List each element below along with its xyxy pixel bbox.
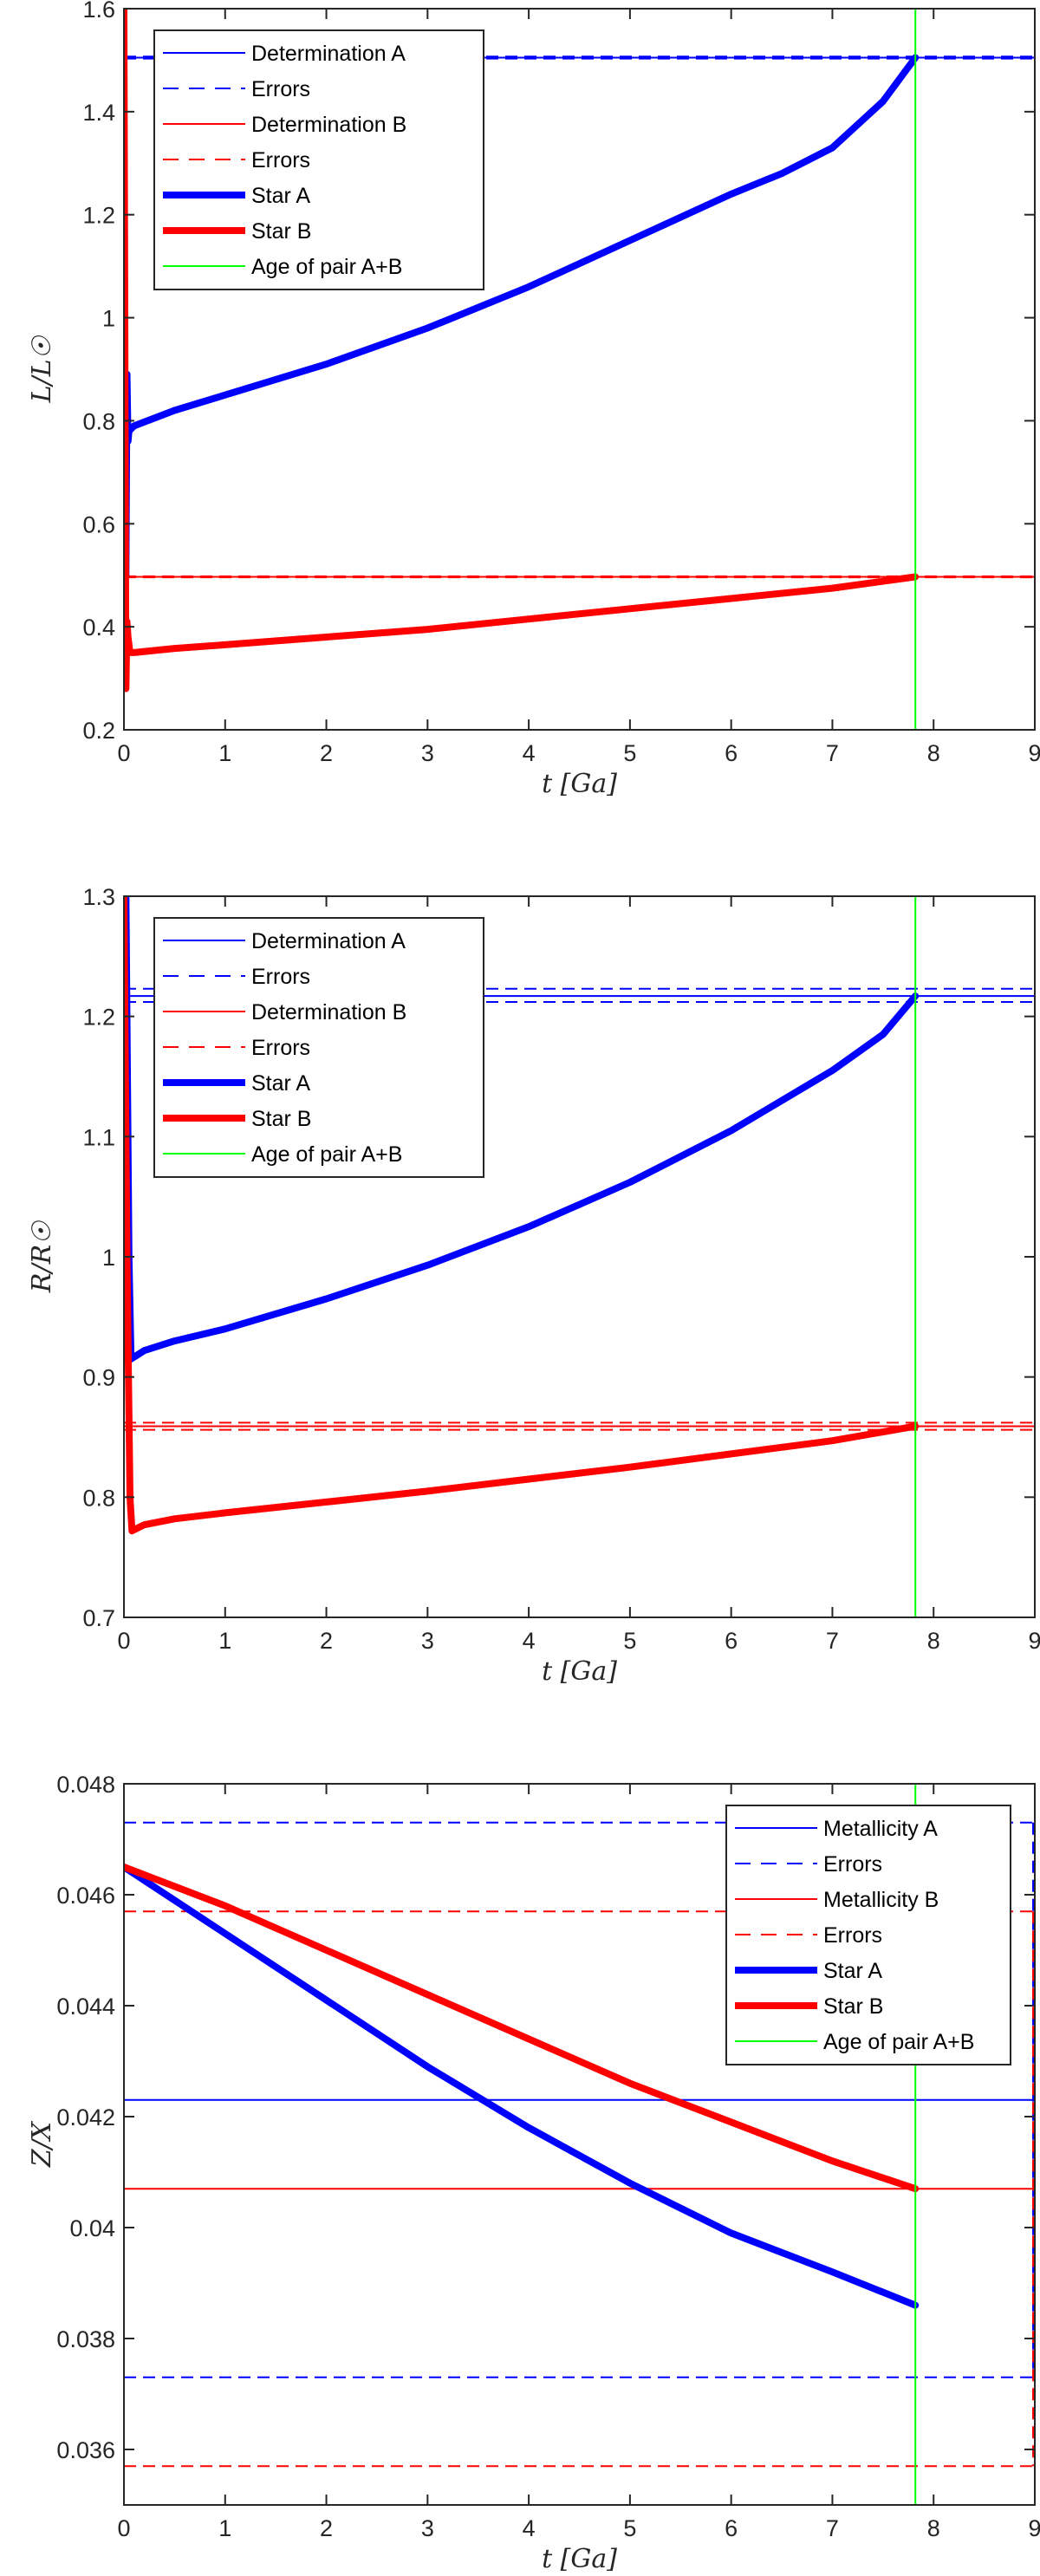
y-tick-label: 1.4 (82, 100, 115, 126)
x-tick-label: 3 (421, 740, 434, 766)
series-star-b-curve (124, 896, 920, 1535)
y-tick-label: 1.6 (82, 0, 115, 23)
x-tick-label: 7 (826, 2515, 839, 2541)
x-tick-label: 2 (320, 2515, 333, 2541)
y-tick-label: 0.6 (82, 511, 115, 537)
x-tick-label: 6 (725, 740, 738, 766)
x-tick-label: 3 (421, 2515, 434, 2541)
y-axis-label: R/R☉ (27, 1220, 57, 1293)
y-tick-label: 1 (102, 1245, 115, 1271)
legend-entry: Errors (251, 965, 310, 989)
legend-entry: Star B (823, 1994, 883, 2019)
x-axis-label: t [Ga] (542, 1656, 617, 1687)
legend-entry: Errors (251, 148, 310, 172)
axes-box (123, 8, 1036, 731)
y-tick-label: 0.04 (69, 2215, 115, 2241)
x-axis-label: t [Ga] (542, 2544, 617, 2574)
plot-area (124, 896, 1035, 1617)
legend-entry: Errors (251, 1036, 310, 1060)
x-tick-label: 9 (1028, 740, 1040, 766)
x-tick-label: 7 (826, 740, 839, 766)
legend-entry: Age of pair A+B (251, 255, 402, 279)
x-tick-label: 1 (218, 2515, 231, 2541)
x-tick-label: 8 (927, 1628, 940, 1654)
x-tick-label: 7 (826, 1628, 839, 1654)
x-tick-label: 4 (523, 2515, 536, 2541)
chart-panel-3: 0 1 2 3 4 5 6 7 8 9 0.036 0.038 0.04 0.042 0.044 0.046 0… (27, 1772, 1040, 2574)
series-star-b-curve (124, 9, 920, 693)
legend: Determination A Errors Determination B Erro… (153, 29, 484, 290)
x-tick-label: 4 (523, 740, 536, 766)
x-tick-label: 5 (623, 2515, 636, 2541)
x-tick-label: 9 (1028, 2515, 1040, 2541)
legend-entry: Age of pair A+B (251, 1142, 402, 1167)
legend-entry: Star A (823, 1959, 882, 1983)
legend-entry: Determination B (251, 1000, 406, 1025)
legend-entry: Determination B (251, 113, 406, 137)
legend: Metallicity A Errors Metallicity B Errors St… (725, 1805, 1011, 2065)
y-axis-label: L/L☉ (27, 335, 57, 403)
x-tick-label: 9 (1028, 1628, 1040, 1654)
legend-entry: Metallicity B (823, 1888, 939, 1912)
x-tick-label: 3 (421, 1628, 434, 1654)
x-tick-label: 1 (218, 740, 231, 766)
chart-panel-2: 0 1 2 3 4 5 6 7 8 9 0.7 0.8 0.9 1 1.1 1.2 1.3 t [Ga] R/R☉ D… (27, 884, 1040, 1687)
x-axis-label: t [Ga] (542, 769, 617, 799)
y-tick-label: 0.2 (82, 718, 115, 744)
x-tick-label: 6 (725, 2515, 738, 2541)
x-tick-label: 8 (927, 2515, 940, 2541)
series-star-a-curve (124, 1864, 920, 2309)
legend: Determination A Errors Determination B Erro… (153, 917, 484, 1178)
legend-entry: Determination A (251, 42, 406, 66)
x-tick-label: 1 (218, 1628, 231, 1654)
y-tick-label: 1 (102, 306, 115, 332)
series-star-a-curve (124, 896, 920, 1363)
y-tick-label: 0.042 (56, 2104, 115, 2130)
y-tick-label: 0.4 (82, 615, 115, 641)
x-tick-label: 4 (523, 1628, 536, 1654)
legend-entry: Star B (251, 219, 311, 244)
axes-box (123, 1783, 1036, 2506)
legend-entry: Star A (251, 184, 310, 208)
x-tick-label: 5 (623, 740, 636, 766)
y-tick-label: 0.036 (56, 2437, 115, 2463)
legend-box (153, 917, 484, 1178)
y-tick-label: 0.7 (82, 1605, 115, 1631)
legend-entry: Errors (823, 1923, 882, 1948)
legend-box (153, 29, 484, 290)
legend-entry: Errors (251, 77, 310, 101)
y-tick-label: 0.044 (56, 1994, 115, 2020)
series-star-b-curve (124, 1864, 920, 2193)
y-tick-label: 1.3 (82, 884, 115, 910)
y-axis-label: Z/X (27, 2120, 57, 2168)
x-tick-label: 0 (117, 2515, 130, 2541)
legend-entry: Metallicity A (823, 1817, 938, 1841)
x-tick-label: 0 (117, 740, 130, 766)
legend-entry: Age of pair A+B (823, 2030, 974, 2054)
plot-area (124, 9, 1035, 730)
x-tick-label: 8 (927, 740, 940, 766)
legend-entry: Errors (823, 1852, 882, 1877)
x-tick-label: 0 (117, 1628, 130, 1654)
x-tick-label: 5 (623, 1628, 636, 1654)
x-tick-label: 2 (320, 740, 333, 766)
y-tick-label: 0.046 (56, 1883, 115, 1909)
y-tick-label: 0.9 (82, 1365, 115, 1391)
y-tick-label: 0.8 (82, 408, 115, 434)
x-tick-label: 6 (725, 1628, 738, 1654)
legend-entry: Star B (251, 1107, 311, 1131)
y-tick-label: 1.2 (82, 1005, 115, 1031)
legend-entry: Star A (251, 1071, 310, 1096)
y-tick-label: 0.8 (82, 1485, 115, 1511)
y-tick-label: 1.2 (82, 203, 115, 229)
y-tick-label: 0.038 (56, 2326, 115, 2352)
y-tick-label: 1.1 (82, 1124, 115, 1150)
y-tick-label: 0.048 (56, 1772, 115, 1798)
chart-panel-1: 0 1 2 3 4 5 6 7 8 9 0.2 0.4 0.6 0.8 1 1.2 1.4 1.6 t [Ga] L/… (27, 0, 1040, 799)
legend-entry: Determination A (251, 929, 406, 953)
x-tick-label: 2 (320, 1628, 333, 1654)
